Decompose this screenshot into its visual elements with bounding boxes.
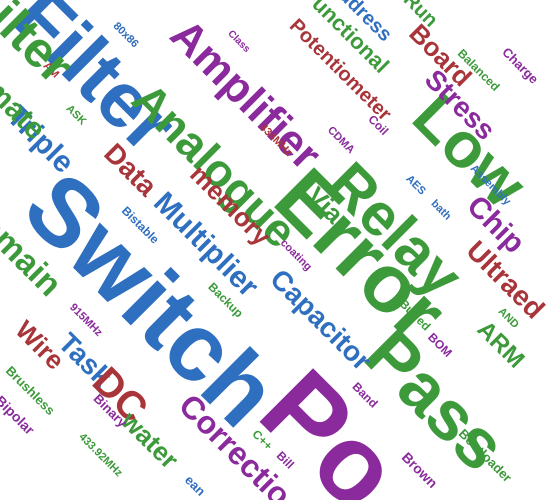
word-cdma: CDMA: [324, 123, 357, 156]
word-brown: Brown: [398, 448, 441, 492]
word-wire: Wire: [9, 314, 71, 376]
word-arm: ARM: [471, 315, 530, 374]
word-433-92mhz: 433.92MHz: [76, 430, 125, 479]
word-charge: Charge: [498, 43, 542, 87]
word-ean: ean: [181, 471, 209, 499]
